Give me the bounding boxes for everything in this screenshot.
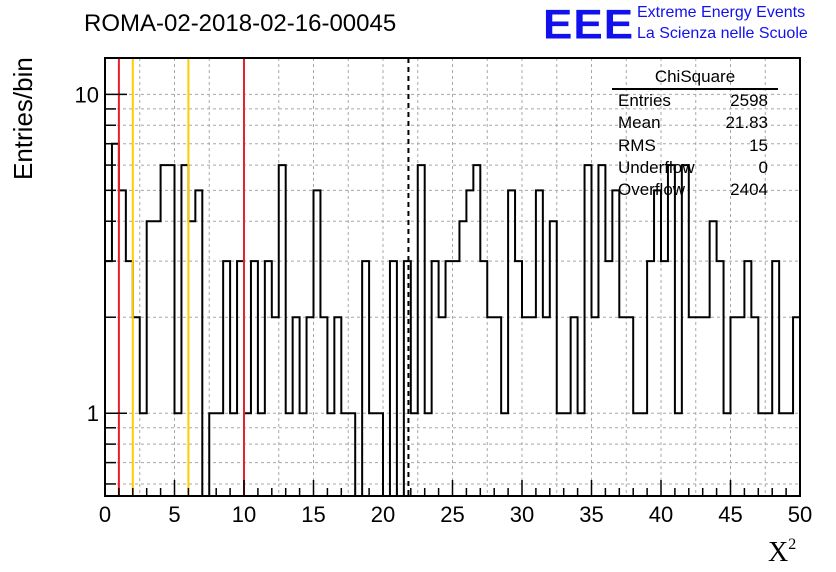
stats-row-entries: Entries 2598 bbox=[612, 90, 778, 112]
stats-label: Overflow bbox=[618, 180, 686, 200]
stats-value: 2404 bbox=[730, 180, 768, 200]
x-axis-label-base: X bbox=[768, 537, 789, 568]
x-tick-label: 30 bbox=[510, 502, 534, 527]
logo-subtitle-line2: La Scienza nelle Scuole bbox=[637, 25, 808, 42]
x-tick-label: 45 bbox=[718, 502, 742, 527]
stats-row-underflow: Underflow 0 bbox=[612, 157, 778, 179]
x-tick-label: 5 bbox=[168, 502, 180, 527]
x-tick-label: 15 bbox=[301, 502, 325, 527]
x-tick-label: 25 bbox=[440, 502, 464, 527]
histogram-series bbox=[104, 142, 801, 497]
axis-tick-labels: 0 5 10 15 20 25 30 35 40 45 50 1 10 bbox=[75, 82, 813, 527]
stats-value: 0 bbox=[758, 157, 768, 177]
x-tick-label: 35 bbox=[579, 502, 603, 527]
x-tick-label: 50 bbox=[788, 502, 812, 527]
threshold-markers bbox=[117, 58, 410, 496]
stats-value: 2598 bbox=[730, 91, 768, 110]
y-axis-label: Entries/bin bbox=[8, 57, 38, 180]
stats-row-mean: Mean 21.83 bbox=[612, 112, 778, 134]
logo-subtitle-line1: Extreme Energy Events bbox=[637, 4, 806, 21]
x-tick-label: 40 bbox=[649, 502, 673, 527]
stats-label: Entries bbox=[618, 91, 671, 110]
x-tick-label: 0 bbox=[99, 502, 111, 527]
run-title: ROMA-02-2018-02-16-00045 bbox=[84, 10, 397, 37]
stats-row-rms: RMS 15 bbox=[612, 135, 778, 157]
stats-label: Mean bbox=[618, 113, 661, 133]
x-axis-label-superscript: 2 bbox=[788, 536, 797, 553]
stats-label: Underflow bbox=[618, 157, 695, 177]
stats-row-overflow: Overflow 2404 bbox=[612, 179, 778, 201]
x-tick-label: 20 bbox=[371, 502, 395, 527]
y-tick-label: 10 bbox=[75, 82, 99, 107]
axis-ticks bbox=[104, 93, 801, 496]
y-tick-label: 1 bbox=[87, 401, 99, 426]
eee-logo: EEE bbox=[543, 1, 635, 48]
stats-box: ChiSquare Entries 2598 Mean 21.83 RMS 15 Un… bbox=[612, 66, 778, 201]
stats-value: 21.83 bbox=[725, 113, 768, 133]
histogram-line bbox=[104, 142, 801, 497]
stats-title: ChiSquare bbox=[612, 66, 778, 90]
x-tick-label: 10 bbox=[232, 502, 256, 527]
x-axis-label: X2 bbox=[768, 536, 796, 569]
stats-label: RMS bbox=[618, 135, 656, 155]
grid bbox=[105, 58, 800, 496]
stats-value: 15 bbox=[749, 135, 768, 155]
